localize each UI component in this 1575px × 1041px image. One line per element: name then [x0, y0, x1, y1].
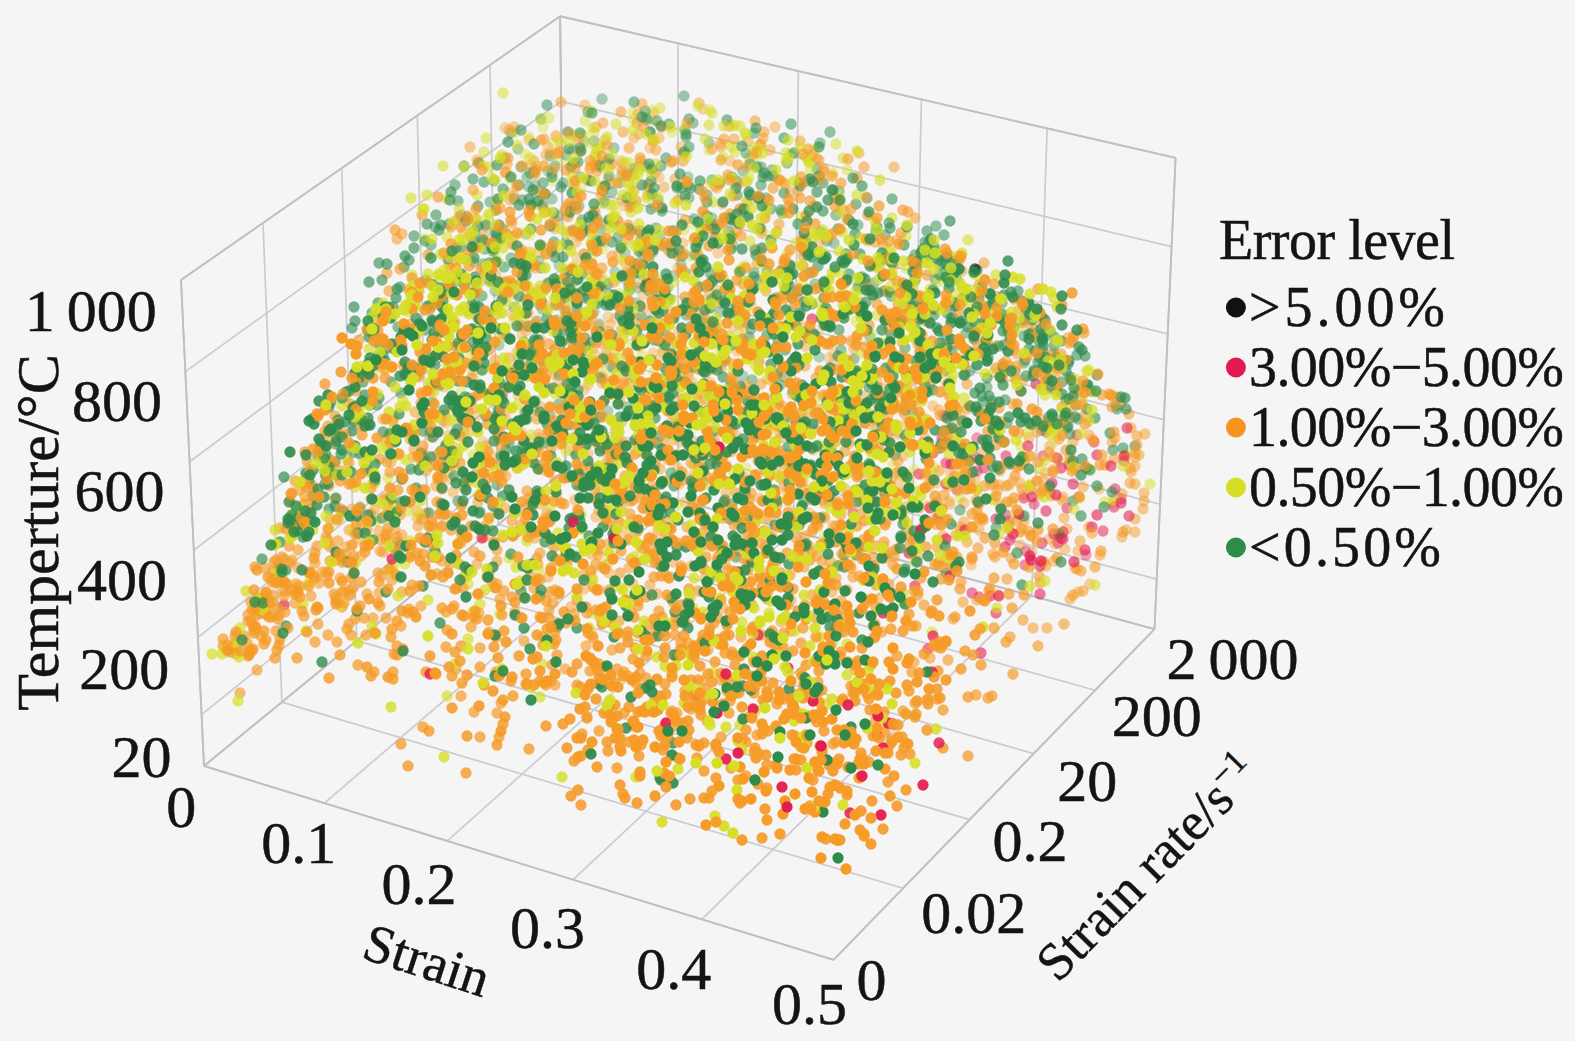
svg-text:Temperture/°C: Temperture/°C — [5, 354, 71, 710]
svg-text:0.2: 0.2 — [993, 808, 1068, 874]
svg-text:0.1: 0.1 — [261, 810, 336, 876]
svg-text:400: 400 — [77, 547, 167, 613]
svg-text:600: 600 — [75, 458, 165, 524]
svg-text:20: 20 — [1057, 748, 1117, 814]
svg-text:0.4: 0.4 — [636, 936, 711, 1002]
svg-text:0.5: 0.5 — [772, 971, 847, 1037]
svg-text:1 000: 1 000 — [25, 278, 157, 344]
svg-text:20: 20 — [112, 724, 172, 790]
svg-text:0: 0 — [166, 774, 196, 840]
svg-text:0: 0 — [856, 947, 886, 1013]
svg-text:200: 200 — [1112, 683, 1202, 749]
svg-text:1.00%−3.00%: 1.00%−3.00% — [1249, 396, 1564, 458]
svg-text:0.3: 0.3 — [510, 895, 585, 961]
svg-text:3.00%−5.00%: 3.00%−5.00% — [1249, 336, 1564, 398]
svg-text:0.2: 0.2 — [382, 851, 457, 917]
svg-text:0.02: 0.02 — [921, 880, 1026, 946]
svg-text:<0.50%: <0.50% — [1249, 516, 1441, 578]
svg-text:0.50%−1.00%: 0.50%−1.00% — [1249, 456, 1564, 518]
svg-text:800: 800 — [72, 368, 162, 434]
svg-text:200: 200 — [79, 636, 169, 702]
svg-text:>5.00%: >5.00% — [1249, 276, 1445, 338]
svg-text:Error level: Error level — [1219, 209, 1455, 271]
svg-text:2 000: 2 000 — [1166, 626, 1298, 692]
